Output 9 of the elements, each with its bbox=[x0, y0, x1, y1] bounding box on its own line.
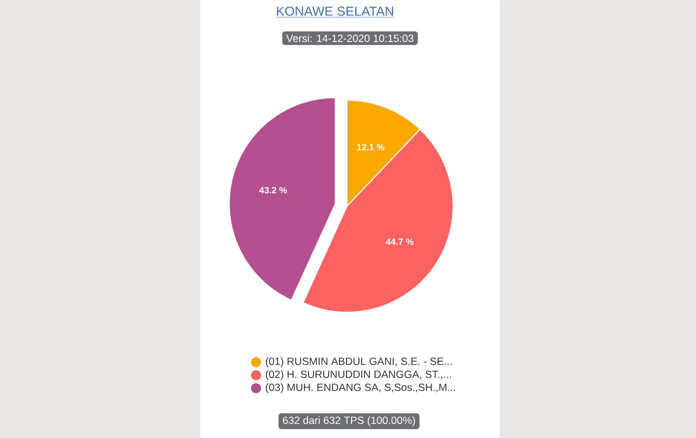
data-label: 12.1 % bbox=[357, 144, 384, 150]
text: Versi: 14-12-2020 10:15:03 bbox=[286, 34, 414, 42]
legend-label: (01) RUSMIN ABDUL GANI, S.E. - SE... bbox=[266, 357, 452, 367]
chart-title: KONAWE SELATAN bbox=[276, 6, 394, 16]
data-label: 44.7 % bbox=[386, 238, 414, 245]
legend-label: (02) H. SURUNUDDIN DANGGA, ST.,... bbox=[266, 370, 451, 380]
text: 632 dari 632 TPS (100.00%) bbox=[283, 416, 415, 426]
data-label: 43.2 % bbox=[259, 186, 287, 194]
legend-label: (03) MUH. ENDANG SA, S,Sos.,SH.,M... bbox=[266, 383, 456, 393]
